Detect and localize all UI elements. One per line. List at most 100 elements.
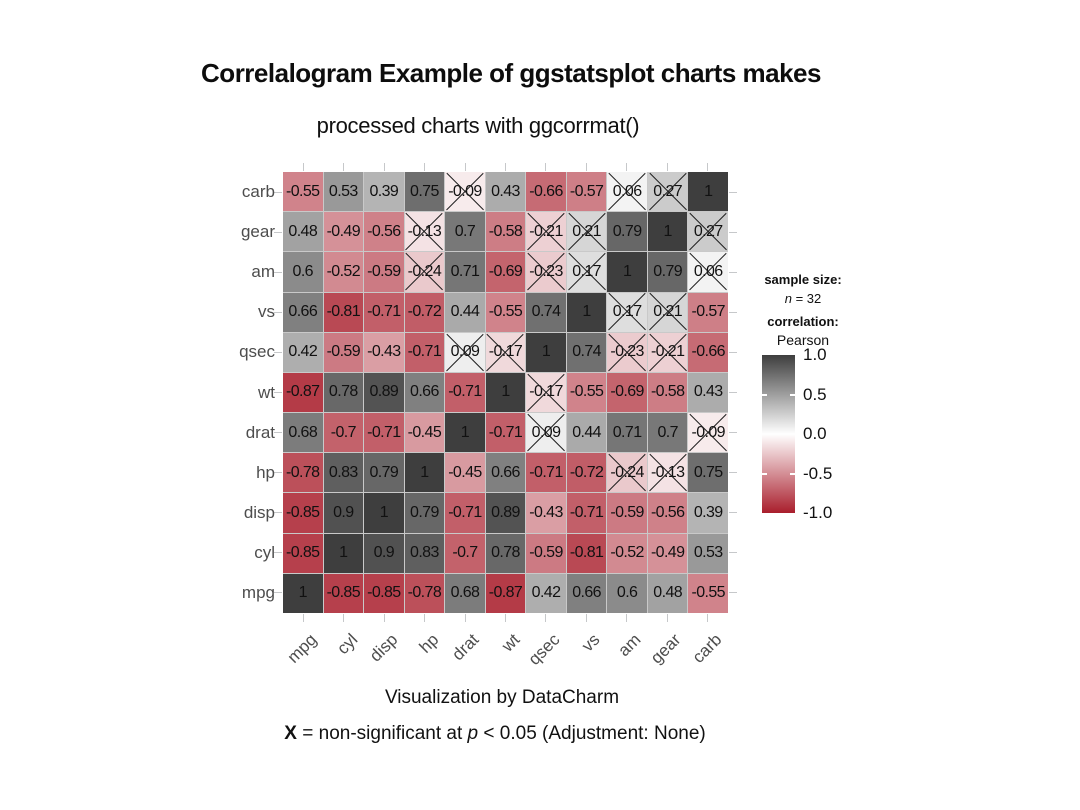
corr-cell-hp-cyl: 0.83 xyxy=(323,453,364,493)
corr-value: -0.85 xyxy=(367,584,401,602)
corr-cell-hp-hp: 1 xyxy=(404,453,445,493)
caption-p-symbol: p xyxy=(467,723,479,744)
corr-value: -0.58 xyxy=(488,222,523,240)
corr-cell-qsec-cyl: -0.59 xyxy=(323,332,364,372)
colorbar-tick-label: -1.0 xyxy=(803,503,833,522)
corr-value: 0.74 xyxy=(572,343,601,361)
corr-cell-carb-cyl: 0.53 xyxy=(323,172,364,212)
axis-tick xyxy=(424,614,426,622)
corr-cell-mpg-mpg: 1 xyxy=(283,573,323,613)
colorbar-tick-label: 0.5 xyxy=(803,384,827,404)
corr-value: -0.49 xyxy=(650,544,685,562)
corr-value: 0.21 xyxy=(653,303,683,321)
corr-cell-mpg-carb: -0.55 xyxy=(688,573,728,613)
axis-tick xyxy=(729,472,737,474)
corr-cell-am-wt: -0.69 xyxy=(485,252,526,292)
corr-value: 1 xyxy=(663,222,673,240)
corr-value: -0.59 xyxy=(367,262,401,280)
y-axis-label-qsec: qsec xyxy=(239,342,275,362)
y-axis-label-hp: hp xyxy=(256,462,275,482)
caption-significance: X = non-significant at p < 0.05 (Adjustm… xyxy=(0,723,990,745)
corr-value: -0.55 xyxy=(569,383,604,401)
corr-value: -0.17 xyxy=(529,383,563,401)
axis-tick xyxy=(274,231,282,233)
corr-cell-disp-drat: -0.71 xyxy=(445,493,485,533)
corr-value: 0.17 xyxy=(612,303,642,321)
corr-value: -0.71 xyxy=(448,504,482,522)
corr-cell-hp-am: -0.24 xyxy=(607,453,647,493)
caption-end-text: < 0.05 (Adjustment: None) xyxy=(478,723,706,744)
axis-tick xyxy=(424,163,426,171)
corr-cell-qsec-mpg: 0.42 xyxy=(283,332,323,372)
corr-cell-disp-gear: -0.56 xyxy=(647,493,688,533)
axis-tick xyxy=(707,163,709,171)
corr-cell-drat-carb: -0.09 xyxy=(688,413,728,453)
corr-value: -0.52 xyxy=(610,544,644,562)
corr-value: 0.7 xyxy=(454,222,476,240)
corr-cell-cyl-vs: -0.81 xyxy=(566,533,607,573)
corr-value: -0.13 xyxy=(650,463,685,481)
corr-value: -0.57 xyxy=(569,182,604,200)
corr-value: -0.24 xyxy=(407,262,442,280)
legend-sample-size-value: n = 32 xyxy=(748,291,858,306)
corr-cell-hp-drat: -0.45 xyxy=(445,453,485,493)
axis-tick xyxy=(343,614,345,622)
corr-value: -0.85 xyxy=(286,504,320,522)
corr-cell-carb-qsec: -0.66 xyxy=(526,172,566,212)
corr-value: 1 xyxy=(501,383,510,401)
corr-value: -0.87 xyxy=(488,584,523,602)
corr-cell-am-disp: -0.59 xyxy=(364,252,404,292)
axis-tick xyxy=(383,614,385,622)
corr-value: -0.09 xyxy=(448,182,482,200)
axis-tick xyxy=(464,163,466,171)
corr-value: 0.79 xyxy=(369,463,399,481)
caption-x-symbol: X xyxy=(284,723,297,744)
corr-value: -0.7 xyxy=(330,423,357,441)
corr-value: 0.89 xyxy=(491,504,520,522)
corr-cell-disp-qsec: -0.43 xyxy=(526,493,566,533)
n-value: = 32 xyxy=(791,291,822,306)
corr-value: 0.66 xyxy=(572,584,601,602)
corr-value: -0.71 xyxy=(367,423,401,441)
axis-tick xyxy=(274,271,282,273)
corr-value: -0.81 xyxy=(569,544,604,562)
corr-cell-gear-vs: 0.21 xyxy=(566,212,607,252)
corr-value: -0.66 xyxy=(529,182,563,200)
corr-cell-mpg-cyl: -0.85 xyxy=(323,573,364,613)
corr-cell-drat-disp: -0.71 xyxy=(364,413,404,453)
corr-cell-qsec-am: -0.23 xyxy=(607,332,647,372)
corr-value: 0.44 xyxy=(572,423,601,441)
corr-value: 1 xyxy=(704,182,713,200)
corr-cell-carb-wt: 0.43 xyxy=(485,172,526,212)
corr-cell-qsec-carb: -0.66 xyxy=(688,332,728,372)
corr-cell-drat-vs: 0.44 xyxy=(566,413,607,453)
corr-cell-hp-mpg: -0.78 xyxy=(283,453,323,493)
corr-value: 1 xyxy=(541,343,551,361)
corr-cell-vs-disp: -0.71 xyxy=(364,292,404,332)
corr-cell-cyl-hp: 0.83 xyxy=(404,533,445,573)
corr-value: 0.6 xyxy=(292,262,314,280)
corr-cell-wt-disp: 0.89 xyxy=(364,372,404,413)
axis-tick xyxy=(302,614,304,622)
corr-cell-vs-am: 0.17 xyxy=(607,292,647,332)
y-axis-label-drat: drat xyxy=(245,422,275,442)
corr-value: 0.06 xyxy=(612,182,642,200)
y-axis-label-mpg: mpg xyxy=(241,582,275,602)
colorbar-tick-label: 1.0 xyxy=(803,345,827,364)
axis-tick xyxy=(274,552,282,554)
corr-value: 0.42 xyxy=(288,343,318,361)
corr-value: 0.66 xyxy=(410,383,439,401)
corr-value: -0.71 xyxy=(488,423,523,441)
corr-value: 0.78 xyxy=(491,544,520,562)
corr-cell-vs-wt: -0.55 xyxy=(485,292,526,332)
corr-cell-drat-cyl: -0.7 xyxy=(323,413,364,453)
corr-value: -0.23 xyxy=(610,343,644,361)
corr-cell-disp-am: -0.59 xyxy=(607,493,647,533)
corr-value: -0.85 xyxy=(326,584,361,602)
corr-value: -0.78 xyxy=(286,463,320,481)
corr-cell-disp-disp: 1 xyxy=(364,493,404,533)
corr-value: -0.59 xyxy=(610,504,644,522)
corr-cell-cyl-disp: 0.9 xyxy=(364,533,404,573)
corr-cell-mpg-am: 0.6 xyxy=(607,573,647,613)
corr-value: -0.45 xyxy=(407,423,442,441)
